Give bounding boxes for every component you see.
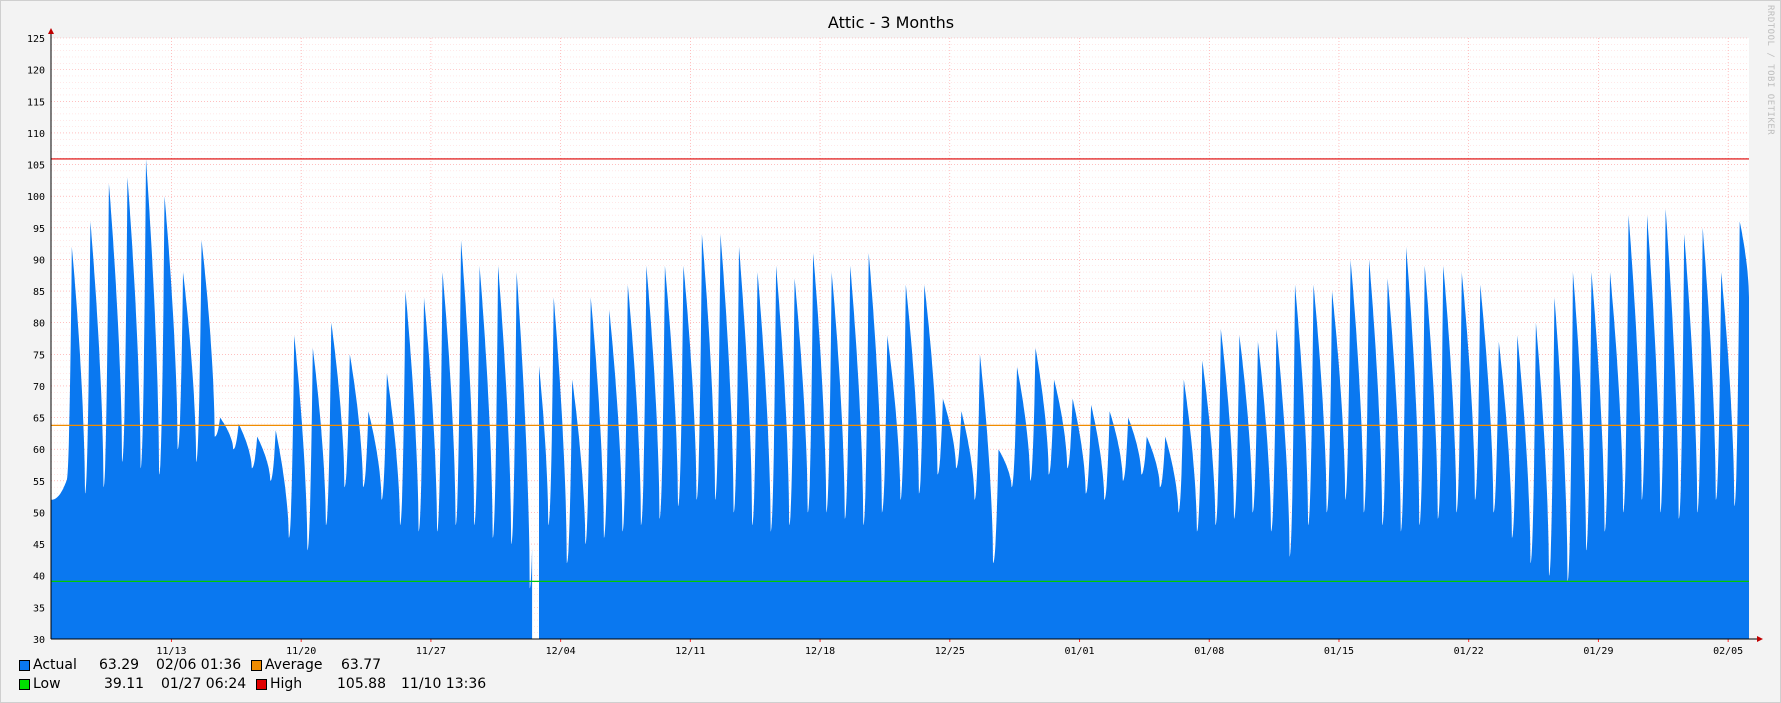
y-tick-label: 45 — [33, 540, 45, 551]
legend-swatch-low — [19, 679, 30, 690]
legend-label-high: High — [270, 676, 303, 692]
y-axis-arrow — [48, 28, 54, 34]
legend-time-high: 11/10 13:36 — [401, 676, 487, 692]
legend-value-high: 105.88 — [337, 676, 386, 692]
x-tick-label: 01/08 — [1194, 646, 1224, 657]
watermark: RRDTOOL / TOBI OETIKER — [1765, 5, 1775, 136]
legend-time-low: 01/27 06:24 — [161, 676, 247, 692]
chart-title: Attic - 3 Months — [828, 13, 954, 32]
y-tick-label: 120 — [27, 66, 45, 77]
x-tick-label: 01/22 — [1454, 646, 1484, 657]
y-tick-label: 85 — [33, 287, 45, 298]
x-axis-arrow — [1757, 636, 1763, 642]
x-tick-label: 02/05 — [1713, 646, 1743, 657]
legend-value-average: 63.77 — [341, 657, 382, 673]
y-tick-label: 115 — [27, 97, 45, 108]
legend-value-low: 39.11 — [104, 676, 145, 692]
legend-label-actual: Actual — [33, 657, 77, 673]
y-tick-label: 60 — [33, 445, 45, 456]
y-tick-label: 70 — [33, 382, 45, 393]
y-tick-label: 95 — [33, 224, 45, 235]
legend-label-average: Average — [265, 657, 323, 673]
y-tick-label: 110 — [27, 129, 45, 140]
y-tick-label: 80 — [33, 319, 45, 330]
legend-label-low: Low — [33, 676, 61, 692]
y-tick-label: 100 — [27, 192, 45, 203]
x-tick-label: 12/04 — [546, 646, 576, 657]
x-tick-label: 12/25 — [935, 646, 965, 657]
legend-time-actual: 02/06 01:36 — [156, 657, 242, 673]
x-tick-label: 01/01 — [1064, 646, 1094, 657]
legend-value-actual: 63.29 — [99, 657, 140, 673]
y-tick-label: 35 — [33, 603, 45, 614]
plot-area: 30 35 40 45 50 55 60 65 70 75 80 85 90 95 100 105 110 115… — [27, 28, 1763, 657]
x-tick-label: 01/15 — [1324, 646, 1354, 657]
y-tick-label: 90 — [33, 255, 45, 266]
legend-swatch-actual — [19, 660, 30, 671]
y-tick-label: 40 — [33, 572, 45, 583]
y-tick-label: 50 — [33, 508, 45, 519]
x-tick-label: 12/18 — [805, 646, 835, 657]
legend-swatch-high — [256, 679, 267, 690]
y-tick-label: 105 — [27, 161, 45, 172]
series-actual-area — [51, 159, 533, 639]
y-tick-label: 30 — [33, 635, 45, 646]
x-tick-label: 11/20 — [286, 646, 316, 657]
x-tick-label: 11/27 — [416, 646, 446, 657]
x-tick-label: 01/29 — [1583, 646, 1613, 657]
y-tick-label: 75 — [33, 350, 45, 361]
x-tick-label: 11/13 — [156, 646, 186, 657]
x-tick-label: 12/11 — [675, 646, 705, 657]
series-actual-area — [539, 208, 1749, 640]
y-tick-label: 55 — [33, 477, 45, 488]
legend-swatch-average — [251, 660, 262, 671]
y-tick-label: 125 — [27, 34, 45, 45]
y-tick-label: 65 — [33, 414, 45, 425]
